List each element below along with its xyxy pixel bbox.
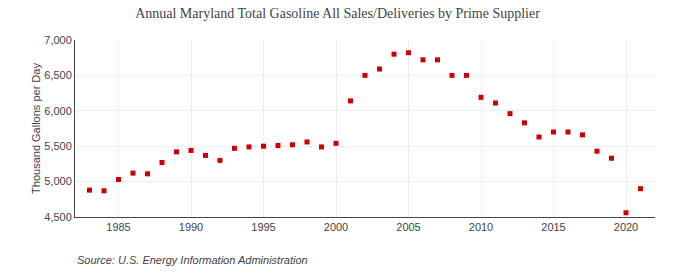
svg-text:7,000: 7,000 — [44, 34, 72, 46]
svg-text:2010: 2010 — [469, 221, 493, 233]
svg-text:6,500: 6,500 — [44, 69, 72, 81]
svg-text:Annual Maryland Total Gasoline: Annual Maryland Total Gasoline All Sales… — [135, 6, 540, 21]
svg-text:2020: 2020 — [614, 221, 638, 233]
svg-text:6,000: 6,000 — [44, 105, 72, 117]
svg-text:5,500: 5,500 — [44, 140, 72, 152]
svg-text:1995: 1995 — [251, 221, 275, 233]
svg-text:5,000: 5,000 — [44, 175, 72, 187]
svg-text:1990: 1990 — [179, 221, 203, 233]
svg-text:2015: 2015 — [541, 221, 565, 233]
svg-text:2000: 2000 — [324, 221, 348, 233]
svg-text:2005: 2005 — [396, 221, 420, 233]
svg-text:4,500: 4,500 — [44, 211, 72, 223]
svg-text:Thousand Gallons per Day: Thousand Gallons per Day — [30, 63, 42, 194]
svg-text:Source: U.S. Energy Informatio: Source: U.S. Energy Information Administ… — [77, 254, 308, 266]
svg-text:1985: 1985 — [106, 221, 130, 233]
